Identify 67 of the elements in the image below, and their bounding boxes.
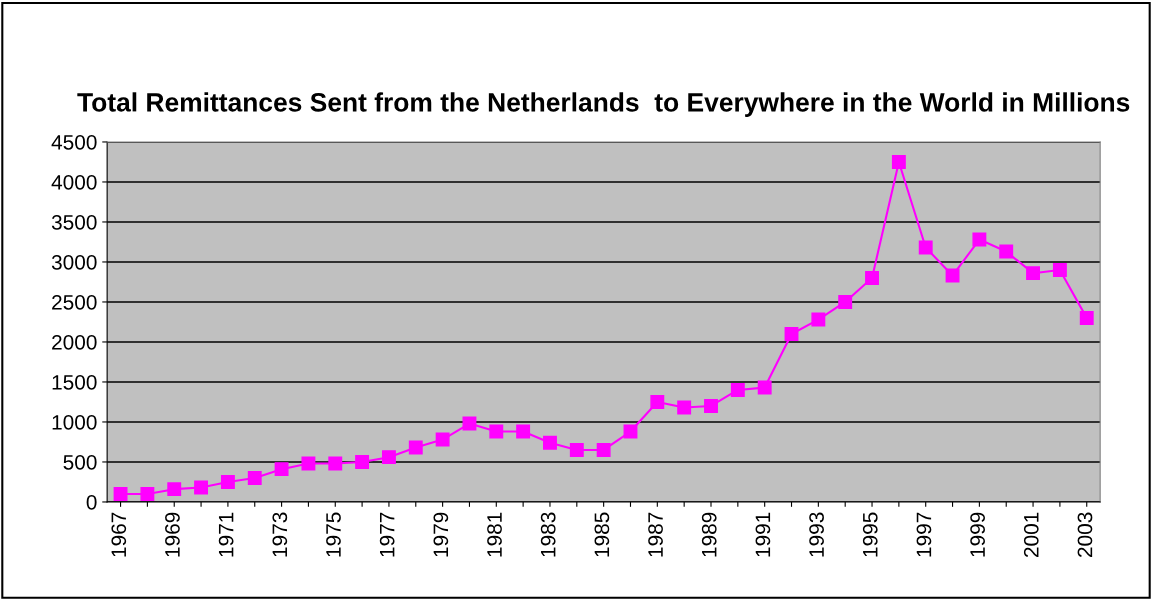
point	[301, 456, 316, 471]
point	[838, 295, 853, 309]
point	[194, 480, 209, 495]
x-tick-label: 1981	[487, 512, 502, 557]
point	[274, 462, 289, 477]
x-tick-label: 1971	[218, 512, 234, 557]
x-tick-label: 1995	[862, 512, 878, 557]
x-tick-label: 1985	[594, 512, 610, 557]
point	[999, 244, 1014, 259]
x-tick-label: 1993	[809, 512, 824, 557]
point	[865, 271, 879, 285]
chart-title: Total Remittances Sent from the Netherlands to Everywhere in the World in Millions	[77, 92, 1130, 117]
x-tick-label: 1999	[970, 512, 985, 557]
point	[408, 440, 423, 455]
y-tick-label: 1500	[52, 374, 97, 390]
x-tick-label: 1969	[165, 512, 180, 557]
x-tick-label: 1973	[272, 512, 288, 557]
y-tick-label: 2000	[52, 334, 97, 350]
point	[596, 443, 611, 457]
point	[757, 380, 772, 395]
point	[113, 487, 128, 501]
point	[918, 240, 933, 255]
x-tick-label: 2001	[1023, 512, 1039, 557]
point	[543, 435, 557, 450]
x-tick-label: 1977	[379, 512, 395, 557]
y-tick-label: 2500	[52, 294, 97, 310]
point	[462, 416, 477, 431]
point	[704, 399, 718, 413]
point	[730, 383, 745, 397]
point	[220, 475, 235, 489]
point	[677, 400, 692, 415]
y-tick-label: 1000	[52, 414, 97, 430]
point	[784, 327, 799, 341]
point	[811, 312, 826, 327]
x-tick-label: 1975	[326, 512, 341, 557]
point	[1079, 311, 1094, 325]
point	[381, 450, 396, 465]
x-tick-label: 2003	[1077, 512, 1093, 557]
x-tick-label: 1979	[433, 512, 449, 557]
y-tick-label: 500	[63, 454, 97, 470]
point	[945, 268, 960, 283]
point	[247, 471, 262, 485]
y-tick-label: 3500	[51, 214, 97, 230]
point	[435, 432, 450, 447]
point	[569, 443, 584, 457]
point	[516, 424, 531, 439]
point	[623, 424, 638, 439]
point	[489, 424, 504, 439]
point	[891, 155, 906, 169]
x-tick-label: 1967	[111, 512, 127, 557]
y-tick-label: 3000	[51, 254, 97, 270]
point	[328, 456, 343, 471]
point	[355, 455, 370, 469]
x-tick-label: 1991	[755, 512, 771, 557]
y-tick-label: 4500	[51, 134, 97, 150]
y-tick-label: 4000	[51, 174, 97, 190]
point	[167, 482, 182, 497]
y-tick-label: 0	[86, 494, 97, 510]
point	[972, 232, 987, 247]
point	[1052, 263, 1067, 277]
x-tick-label: 1989	[701, 512, 717, 557]
x-tick-label: 1983	[540, 512, 556, 557]
point	[1026, 266, 1041, 281]
point	[650, 395, 665, 409]
point	[140, 487, 155, 501]
x-tick-label: 1987	[648, 512, 663, 557]
x-tick-label: 1997	[916, 512, 932, 557]
